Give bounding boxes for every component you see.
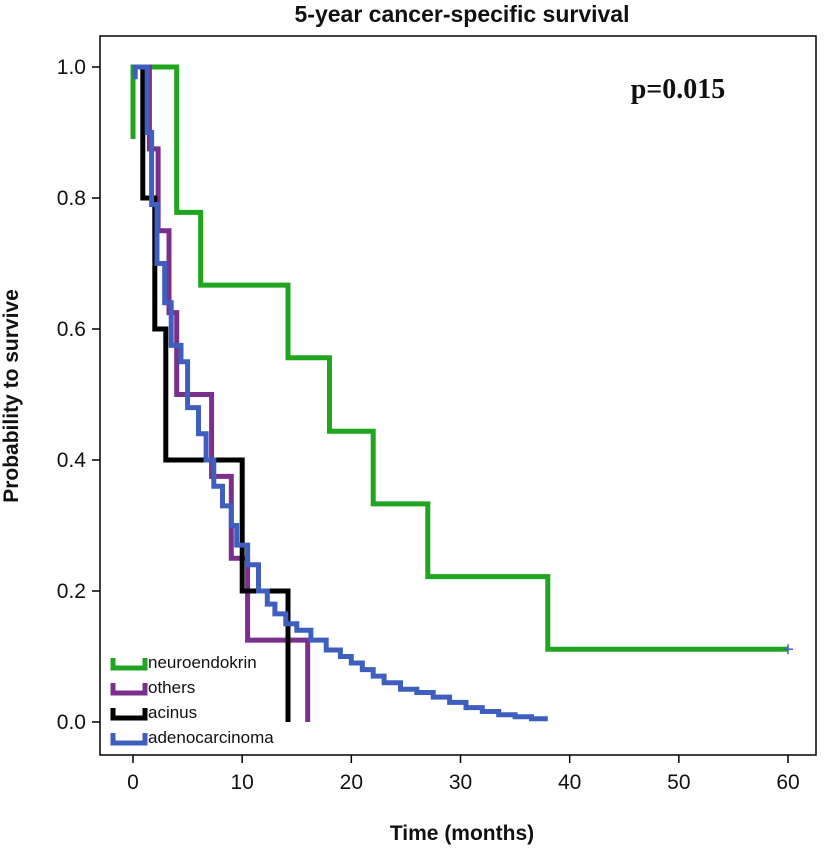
y-tick-label: 0.8: [57, 187, 86, 210]
x-tick-label: 60: [776, 771, 799, 794]
x-tick-label: 40: [558, 771, 581, 794]
legend-swatch-others: [110, 683, 148, 696]
plot-frame: [99, 35, 817, 756]
legend-label-adenocarcinoma: adenocarcinoma: [148, 728, 274, 747]
series-layer: [130, 64, 793, 722]
legend-label-others: others: [148, 678, 195, 697]
series-line-others: [136, 64, 311, 722]
y-tick-label: 0.6: [57, 318, 86, 341]
x-tick-label: 50: [667, 771, 690, 794]
legend-swatch-adenocarcinoma: [110, 733, 148, 746]
p-value-annotation: p=0.015: [631, 74, 726, 105]
y-tick-label: 0.4: [57, 449, 87, 472]
y-tick-label: 0.2: [57, 580, 86, 603]
series-line-adenocarcinoma: [132, 64, 548, 722]
legend-label-acinus: acinus: [148, 703, 197, 722]
x-tick-label: 10: [230, 771, 253, 794]
y-axis-title: Probability to survive: [0, 289, 23, 503]
chart-title: 5-year cancer-specific survival: [295, 1, 630, 27]
legend-label-neuroendokrin: neuroendokrin: [148, 653, 257, 672]
series-line-neuroendokrin: [130, 64, 788, 652]
x-axis: 0 10 20 30 40 50 60: [127, 755, 800, 794]
y-tick-label: 1.0: [57, 56, 86, 79]
legend: neuroendokrin others acinus adenocarcinoma: [110, 653, 274, 747]
x-axis-title: Time (months): [390, 822, 534, 845]
y-tick-label: 0.0: [57, 711, 86, 734]
legend-swatch-neuroendokrin: [110, 658, 148, 671]
x-tick-label: 20: [340, 771, 363, 794]
censor-mark: [783, 644, 793, 655]
y-axis: 0.0 0.2 0.4 0.6 0.8 1.0: [57, 56, 100, 734]
x-tick-label: 30: [449, 771, 472, 794]
x-tick-label: 0: [127, 771, 139, 794]
legend-swatch-acinus: [110, 708, 148, 721]
